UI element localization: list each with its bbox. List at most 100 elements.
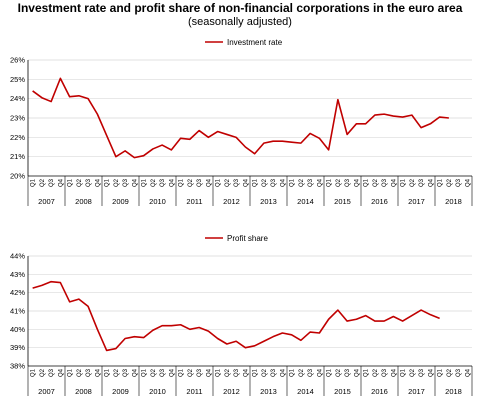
profit-share-year-label: 2016 <box>371 387 388 396</box>
investment-rate-quarter-tick-label: Q4 <box>465 178 471 187</box>
investment-rate-quarter-tick-label: Q3 <box>271 178 277 187</box>
investment-rate-y-tick-label: 22% <box>10 133 25 142</box>
investment-rate-quarter-tick-label: Q4 <box>95 178 101 187</box>
profit-share-year-label: 2015 <box>334 387 351 396</box>
profit-share-quarter-tick-label: Q1 <box>216 368 222 377</box>
investment-rate-quarter-tick-label: Q1 <box>253 178 259 187</box>
profit-share-quarter-tick-label: Q3 <box>271 368 277 377</box>
investment-rate-quarter-tick-label: Q3 <box>197 178 203 187</box>
profit-share-quarter-tick-label: Q1 <box>105 368 111 377</box>
investment-rate-year-label: 2007 <box>38 197 55 206</box>
profit-share-year-label: 2009 <box>112 387 129 396</box>
profit-share-quarter-tick-label: Q4 <box>465 368 471 377</box>
investment-rate-year-label: 2011 <box>186 197 202 206</box>
profit-share-quarter-tick-label: Q1 <box>364 368 370 377</box>
profit-share-quarter-tick-label: Q1 <box>31 368 37 377</box>
profit-share-quarter-tick-label: Q3 <box>86 368 92 377</box>
investment-rate-quarter-tick-label: Q4 <box>243 178 249 187</box>
chart-subtitle: (seasonally adjusted) <box>188 16 292 28</box>
profit-share-year-label: 2012 <box>223 387 240 396</box>
profit-share-quarter-tick-label: Q4 <box>58 368 64 377</box>
investment-rate-quarter-tick-label: Q3 <box>456 178 462 187</box>
investment-rate-quarter-tick-label: Q1 <box>290 178 296 187</box>
profit-share-quarter-tick-label: Q2 <box>447 368 453 377</box>
investment-rate-quarter-tick-label: Q1 <box>68 178 74 187</box>
investment-rate-quarter-tick-label: Q2 <box>225 178 231 187</box>
investment-rate-quarter-tick-label: Q2 <box>336 178 342 187</box>
investment-rate-y-tick-label: 21% <box>10 152 25 161</box>
profit-share-year-label: 2013 <box>260 387 277 396</box>
profit-share-year-label: 2007 <box>38 387 55 396</box>
investment-rate-quarter-tick-label: Q4 <box>169 178 175 187</box>
profit-share-quarter-tick-label: Q3 <box>308 368 314 377</box>
profit-share-year-label: 2017 <box>408 387 425 396</box>
investment-rate-year-label: 2008 <box>75 197 92 206</box>
profit-share-quarter-tick-label: Q2 <box>410 368 416 377</box>
investment-rate-quarter-tick-label: Q1 <box>401 178 407 187</box>
profit-share-quarter-tick-label: Q1 <box>68 368 74 377</box>
investment-rate-quarter-tick-label: Q4 <box>132 178 138 187</box>
investment-rate-quarter-tick-label: Q4 <box>428 178 434 187</box>
profit-share-quarter-tick-label: Q4 <box>206 368 212 377</box>
profit-share-quarter-tick-label: Q1 <box>438 368 444 377</box>
investment-rate-quarter-tick-label: Q3 <box>49 178 55 187</box>
profit-share-year-label: 2010 <box>149 387 166 396</box>
profit-share-year-label: 2011 <box>186 387 202 396</box>
profit-share-y-tick-label: 40% <box>10 325 25 334</box>
investment-rate-y-tick-label: 25% <box>10 75 25 84</box>
profit-share-quarter-tick-label: Q2 <box>40 368 46 377</box>
investment-rate-quarter-tick-label: Q4 <box>391 178 397 187</box>
profit-share-quarter-tick-label: Q2 <box>77 368 83 377</box>
profit-share-quarter-tick-label: Q2 <box>262 368 268 377</box>
profit-share-quarter-tick-label: Q3 <box>382 368 388 377</box>
investment-rate-quarter-tick-label: Q4 <box>280 178 286 187</box>
investment-rate-quarter-tick-label: Q1 <box>216 178 222 187</box>
profit-share-quarter-tick-label: Q1 <box>290 368 296 377</box>
investment-rate-quarter-tick-label: Q1 <box>142 178 148 187</box>
investment-rate-year-label: 2018 <box>445 197 462 206</box>
investment-rate-y-tick-label: 26% <box>10 56 25 65</box>
investment-rate-year-label: 2017 <box>408 197 425 206</box>
profit-share-year-label: 2008 <box>75 387 92 396</box>
investment-rate-quarter-tick-label: Q3 <box>382 178 388 187</box>
profit-share-y-tick-label: 41% <box>10 307 25 316</box>
profit-share-quarter-tick-label: Q4 <box>317 368 323 377</box>
profit-share-quarter-tick-label: Q3 <box>234 368 240 377</box>
investment-rate-series-line <box>32 77 449 159</box>
profit-share-quarter-tick-label: Q4 <box>95 368 101 377</box>
investment-rate-quarter-tick-label: Q1 <box>438 178 444 187</box>
investment-rate-year-label: 2009 <box>112 197 129 206</box>
investment-rate-quarter-tick-label: Q1 <box>327 178 333 187</box>
investment-rate-quarter-tick-label: Q4 <box>206 178 212 187</box>
investment-rate-quarter-tick-label: Q4 <box>317 178 323 187</box>
investment-rate-year-label: 2016 <box>371 197 388 206</box>
profit-share-quarter-tick-label: Q3 <box>49 368 55 377</box>
profit-share-quarter-tick-label: Q4 <box>354 368 360 377</box>
investment-rate-quarter-tick-label: Q3 <box>308 178 314 187</box>
profit-share-quarter-tick-label: Q1 <box>401 368 407 377</box>
investment-rate-y-tick-label: 24% <box>10 94 25 103</box>
investment-rate-quarter-tick-label: Q2 <box>40 178 46 187</box>
investment-rate-quarter-tick-label: Q3 <box>123 178 129 187</box>
profit-share-y-tick-label: 44% <box>10 252 25 261</box>
profit-share-year-label: 2014 <box>297 387 314 396</box>
profit-share-quarter-tick-label: Q2 <box>188 368 194 377</box>
investment-rate-quarter-tick-label: Q3 <box>345 178 351 187</box>
investment-rate-y-tick-label: 20% <box>10 172 25 181</box>
investment-rate-quarter-tick-label: Q3 <box>86 178 92 187</box>
profit-share-y-tick-label: 39% <box>10 343 25 352</box>
profit-share-quarter-tick-label: Q3 <box>160 368 166 377</box>
profit-share-quarter-tick-label: Q4 <box>280 368 286 377</box>
investment-rate-year-label: 2015 <box>334 197 351 206</box>
investment-rate-quarter-tick-label: Q3 <box>160 178 166 187</box>
investment-rate-quarter-tick-label: Q4 <box>354 178 360 187</box>
profit-share-quarter-tick-label: Q2 <box>225 368 231 377</box>
profit-share-y-tick-label: 43% <box>10 270 25 279</box>
investment-rate-quarter-tick-label: Q3 <box>419 178 425 187</box>
profit-share-quarter-tick-label: Q1 <box>253 368 259 377</box>
profit-share-quarter-tick-label: Q2 <box>299 368 305 377</box>
investment-rate-quarter-tick-label: Q1 <box>31 178 37 187</box>
profit-share-quarter-tick-label: Q2 <box>114 368 120 377</box>
profit-share-quarter-tick-label: Q4 <box>169 368 175 377</box>
